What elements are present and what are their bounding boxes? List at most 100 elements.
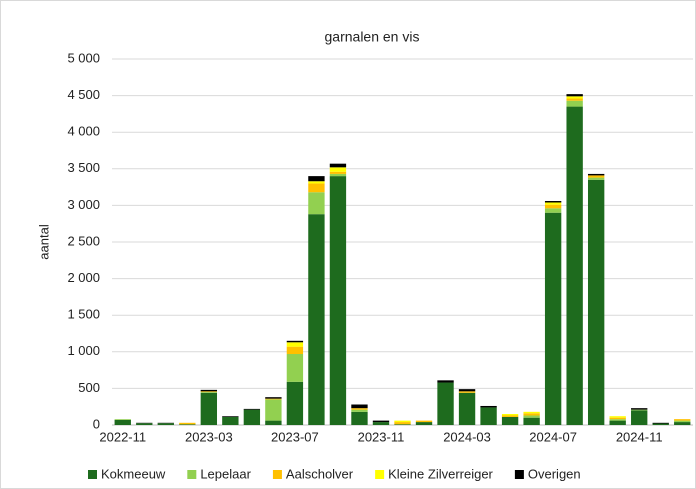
bar-segment xyxy=(265,399,282,421)
bar-segment xyxy=(674,419,691,421)
bar-segment xyxy=(200,392,218,425)
bar-segment xyxy=(351,408,368,410)
bar-segment xyxy=(609,419,626,421)
y-tick-label: 4 000 xyxy=(67,124,100,139)
bar-segment xyxy=(286,342,304,347)
x-tick-label: 2023-03 xyxy=(185,429,233,444)
bar-segment xyxy=(243,408,261,410)
bar-segment xyxy=(501,416,519,425)
bar-segment xyxy=(394,424,411,425)
bar-segment xyxy=(674,420,691,423)
x-tick-label: 2024-03 xyxy=(443,429,491,444)
chart-title: garnalen en vis xyxy=(325,29,420,45)
y-tick-label: 1 500 xyxy=(67,307,100,322)
bar-segment xyxy=(286,353,304,382)
legend-swatch xyxy=(187,470,197,479)
bar-segment xyxy=(222,416,239,417)
bar-segment xyxy=(114,419,131,420)
bar-segment xyxy=(437,382,454,425)
bar-segment xyxy=(114,419,131,425)
bar-segment xyxy=(523,413,540,416)
x-tick-label: 2022-11 xyxy=(99,429,146,444)
bar-segment xyxy=(265,397,282,399)
bar-segment xyxy=(372,420,390,423)
bar-segment xyxy=(631,410,648,425)
bar-segment xyxy=(566,106,583,425)
y-tick-label: 500 xyxy=(78,380,100,395)
bar-segment xyxy=(609,417,626,420)
bar-segment xyxy=(308,192,325,215)
legend-swatch xyxy=(375,470,385,479)
bar-segment xyxy=(308,183,325,193)
bar-segment xyxy=(544,202,562,205)
bar-segment xyxy=(587,179,605,425)
bar-segment xyxy=(286,346,304,354)
legend-label: Kleine Zilverreiger xyxy=(388,466,493,481)
bar-segment xyxy=(351,411,368,425)
bar-segment xyxy=(394,422,411,425)
y-tick-label: 2 500 xyxy=(67,233,100,248)
bar-segment xyxy=(480,405,497,408)
bar-segment xyxy=(523,415,540,418)
bar-segment xyxy=(200,392,218,393)
x-tick-label: 2023-11 xyxy=(358,429,405,444)
bar-segment xyxy=(544,212,562,425)
bar-segment xyxy=(265,398,282,400)
bar-segment xyxy=(415,422,433,425)
legend-swatch xyxy=(272,470,282,479)
bar-segment xyxy=(609,420,626,425)
bar-segment xyxy=(566,96,583,99)
bar-segment xyxy=(458,392,476,425)
y-tick-label: 3 000 xyxy=(67,197,100,212)
bar-segment xyxy=(329,163,347,168)
bar-segment xyxy=(480,407,497,425)
legend-swatch xyxy=(88,470,97,479)
bar-segment xyxy=(609,416,626,418)
y-tick-label: 4 500 xyxy=(67,87,100,102)
bar-segment xyxy=(200,391,218,393)
y-tick-label: 5 000 xyxy=(67,50,100,65)
bar-segment xyxy=(544,201,562,203)
bar-segment xyxy=(501,414,519,416)
y-tick-label: 1 000 xyxy=(67,343,100,358)
y-axis-label: aantal xyxy=(36,224,51,260)
legend-swatch xyxy=(514,470,524,479)
bar-segment xyxy=(501,415,519,417)
bar-segment xyxy=(544,208,562,213)
bar-segment xyxy=(329,167,347,172)
bar-segment xyxy=(200,389,218,392)
legend-label: Kokmeeuw xyxy=(101,466,166,481)
bar-segment xyxy=(372,422,390,425)
bar-segment xyxy=(265,420,282,425)
bar-segment xyxy=(308,176,325,182)
bar-segment xyxy=(587,173,605,176)
x-tick-label: 2024-11 xyxy=(616,429,663,444)
bar-segment xyxy=(243,409,261,425)
bar-segment xyxy=(136,423,153,425)
bar-segment xyxy=(351,409,368,412)
legend-label: Aalscholver xyxy=(286,466,354,481)
bar-segment xyxy=(652,422,669,424)
bar-segment xyxy=(286,340,304,343)
bar-segment xyxy=(587,175,605,178)
legend-label: Overigen xyxy=(528,466,581,481)
bar-segment xyxy=(566,98,583,101)
x-tick-label: 2024-07 xyxy=(529,429,577,444)
bar-segment xyxy=(566,94,583,97)
bar-segment xyxy=(631,408,648,410)
bar-segment xyxy=(394,420,411,423)
bar-segment xyxy=(308,214,325,425)
bar-segment xyxy=(437,380,454,383)
bar-segment xyxy=(523,411,540,414)
bar-segment xyxy=(566,100,583,107)
bar-segment xyxy=(523,417,540,425)
bar-segment xyxy=(329,171,347,174)
y-tick-label: 2 000 xyxy=(67,270,100,285)
bar-segment xyxy=(179,424,196,425)
bar-segment xyxy=(458,391,476,393)
bar-segment xyxy=(544,204,562,209)
bar-segment xyxy=(351,404,368,409)
bar-segment xyxy=(308,181,325,184)
bar-segment xyxy=(329,176,347,425)
